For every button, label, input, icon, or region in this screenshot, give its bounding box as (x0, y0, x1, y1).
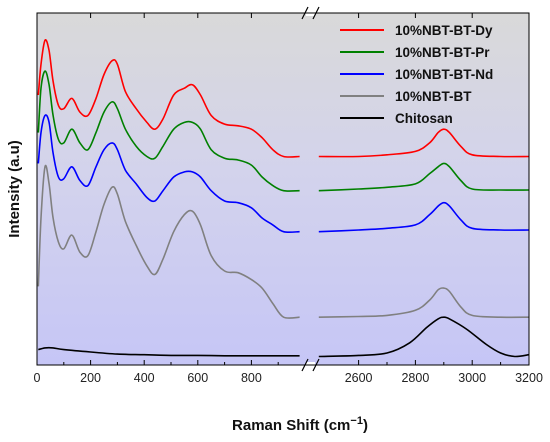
series-line-10-nbt-bt-left (37, 164, 300, 319)
plot-frame (36, 12, 530, 366)
legend: 10%NBT-BT-Dy 10%NBT-BT-Pr 10%NBT-BT-Nd 10%N… (340, 23, 493, 126)
series-line-10-nbt-bt-right (318, 287, 529, 319)
x-tick-label: 800 (241, 371, 262, 385)
series-line-chitosan-left (38, 346, 300, 357)
series-line-10-nbt-bt-nd-left (37, 114, 300, 234)
x-tick-label: 3000 (458, 371, 486, 385)
x-axis-title: Raman Shift (cm−1) (232, 415, 368, 434)
series-line-10-nbt-bt-pr-right (318, 162, 529, 192)
series-line-chitosan-right (318, 316, 529, 358)
legend-label-10-nbt-bt-pr: 10%NBT-BT-Pr (395, 45, 490, 60)
series-line-10-nbt-bt-dy-left (37, 39, 300, 158)
x-tick-label: 600 (187, 371, 208, 385)
x-tick-label: 2800 (401, 371, 429, 385)
x-tick-label: 2600 (345, 371, 373, 385)
y-axis-title: Intensity (a.u) (6, 140, 23, 238)
legend-label-10-nbt-bt-nd: 10%NBT-BT-Nd (395, 67, 493, 82)
legend-label-10-nbt-bt-dy: 10%NBT-BT-Dy (395, 23, 493, 38)
legend-label-10-nbt-bt: 10%NBT-BT (395, 89, 472, 104)
x-tick-label: 3200 (515, 371, 543, 385)
series-line-10-nbt-bt-pr-left (37, 70, 300, 192)
x-tick-label: 200 (80, 371, 101, 385)
x-tick-label: 400 (134, 371, 155, 385)
series-line-10-nbt-bt-nd-right (318, 201, 529, 233)
series-line-10-nbt-bt-dy-right (318, 128, 529, 158)
x-tick-label: 0 (34, 371, 41, 385)
series-group (37, 39, 529, 358)
legend-label-chitosan: Chitosan (395, 111, 453, 126)
tick-group: 0 200 400 600 800 2600 2800 3000 3200 (34, 13, 543, 385)
